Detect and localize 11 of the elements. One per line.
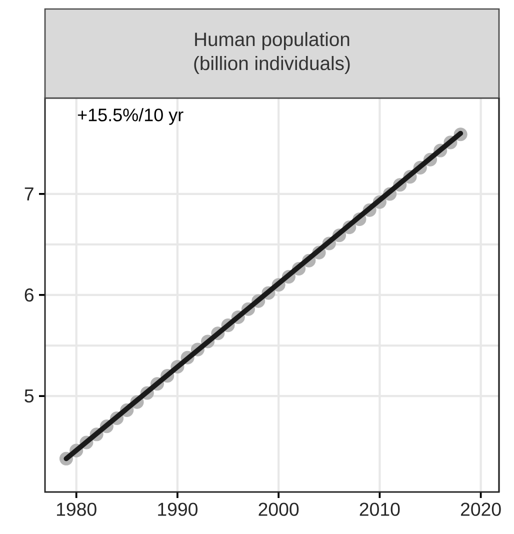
chart-title: Human population (195, 32, 350, 50)
x-tick-label: 2010 (360, 502, 400, 516)
x-tick-label: 1980 (57, 502, 96, 516)
chart-subtitle: (billion individuals) (194, 56, 350, 74)
y-tick-label: 5 (24, 390, 34, 403)
annotation: +15.5%/10 yr (78, 108, 184, 125)
x-tick-label: 1990 (158, 502, 198, 516)
x-tick-label: 2020 (460, 502, 501, 516)
x-tick-label: 2000 (258, 502, 299, 516)
y-tick-label: 7 (24, 188, 34, 200)
y-tick-label: 6 (24, 288, 34, 302)
